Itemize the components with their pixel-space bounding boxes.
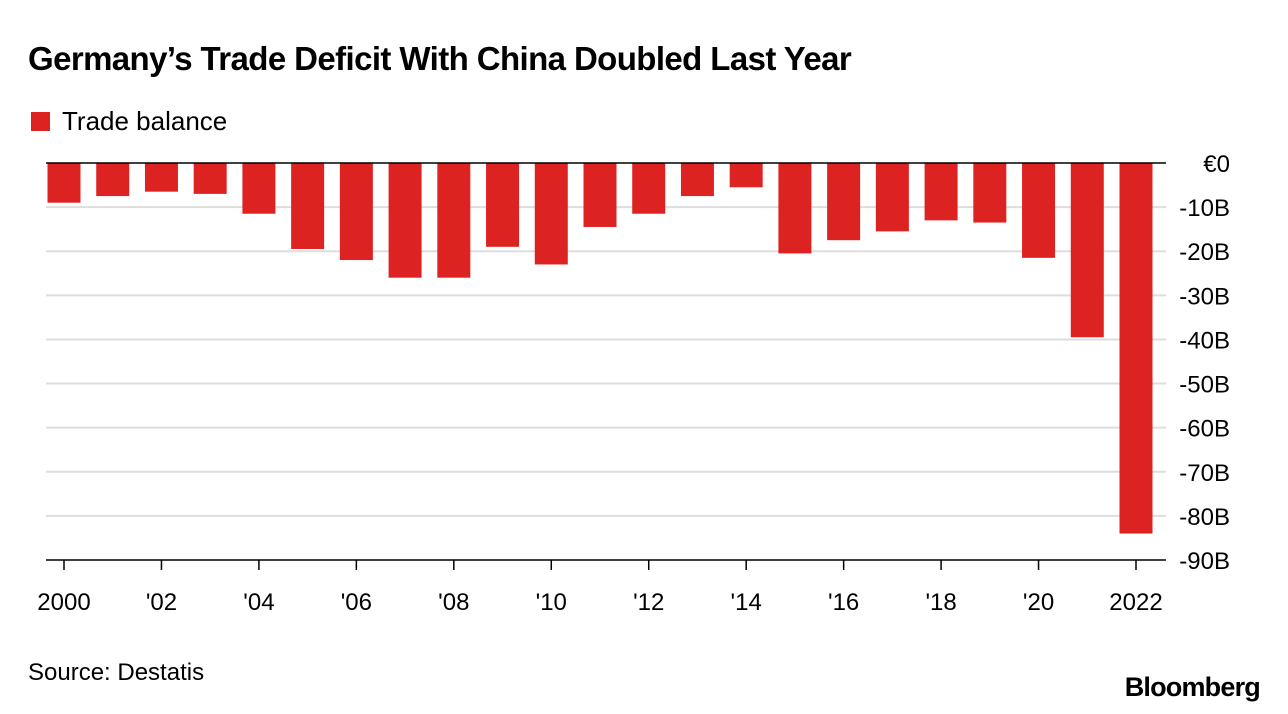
bar-2000 bbox=[47, 163, 81, 203]
bar-2009 bbox=[486, 163, 520, 247]
chart-legend: Trade balance bbox=[31, 105, 227, 137]
y-tick-label: -90B bbox=[1179, 548, 1230, 575]
x-tick-label: '10 bbox=[536, 589, 567, 616]
bar-2004 bbox=[242, 163, 276, 214]
bar-2008 bbox=[437, 163, 471, 278]
bar-2007 bbox=[388, 163, 422, 278]
x-tick-label: '04 bbox=[243, 589, 274, 616]
y-tick-label: -40B bbox=[1179, 327, 1230, 354]
bar-2014 bbox=[729, 163, 763, 188]
bars bbox=[47, 163, 1153, 534]
bar-2020 bbox=[1022, 163, 1056, 258]
bar-2006 bbox=[339, 163, 373, 261]
bar-2016 bbox=[827, 163, 861, 241]
x-tick-labels: 2000 '02 '04 '06 '08 '10 '12 '14 '16 '18 '20 2022 bbox=[37, 589, 1162, 616]
x-tick-label: '12 bbox=[633, 589, 664, 616]
x-tick-label: 2000 bbox=[37, 589, 90, 616]
y-tick-label: -70B bbox=[1179, 460, 1230, 487]
y-tick-label: -30B bbox=[1179, 283, 1230, 310]
y-tick-label: -80B bbox=[1179, 504, 1230, 531]
y-tick-label: €0 bbox=[1203, 151, 1230, 178]
bar-2003 bbox=[193, 163, 227, 194]
x-tick-label: 2022 bbox=[1109, 589, 1162, 616]
bar-2012 bbox=[632, 163, 666, 214]
bar-2001 bbox=[96, 163, 130, 197]
chart-title: Germany’s Trade Deficit With China Doubl… bbox=[28, 40, 852, 77]
legend-label-trade-balance: Trade balance bbox=[62, 105, 228, 136]
bar-2018 bbox=[924, 163, 958, 221]
y-tick-label: -60B bbox=[1179, 416, 1230, 443]
y-tick-label: -50B bbox=[1179, 372, 1230, 399]
bar-2015 bbox=[778, 163, 812, 254]
x-tick-label: '16 bbox=[828, 589, 859, 616]
x-tick-label: '08 bbox=[438, 589, 469, 616]
bar-2021 bbox=[1070, 163, 1104, 338]
legend-swatch-trade-balance bbox=[31, 111, 50, 131]
source-note: Source: Destatis bbox=[28, 659, 205, 686]
y-tick-labels: €0 -10B -20B -30B -40B -50B -60B -70B -80B -90B bbox=[1179, 151, 1230, 575]
bar-2002 bbox=[144, 163, 178, 192]
bar-2005 bbox=[291, 163, 325, 250]
x-tick-label: '18 bbox=[925, 589, 956, 616]
y-tick-label: -20B bbox=[1179, 239, 1230, 266]
gridlines bbox=[46, 206, 1166, 517]
x-tick-label: '06 bbox=[341, 589, 372, 616]
x-tick-label: '14 bbox=[731, 589, 762, 616]
bar-2010 bbox=[534, 163, 568, 265]
x-tick-label: '02 bbox=[146, 589, 177, 616]
bar-2011 bbox=[583, 163, 617, 227]
bloomberg-logo: Bloomberg bbox=[1124, 672, 1261, 702]
bar-2022 bbox=[1119, 163, 1153, 534]
x-tick-label: '20 bbox=[1023, 589, 1054, 616]
bar-2019 bbox=[973, 163, 1007, 223]
y-tick-label: -10B bbox=[1179, 195, 1230, 222]
bar-2013 bbox=[680, 163, 714, 197]
axes bbox=[46, 162, 1166, 570]
bar-2017 bbox=[875, 163, 909, 232]
